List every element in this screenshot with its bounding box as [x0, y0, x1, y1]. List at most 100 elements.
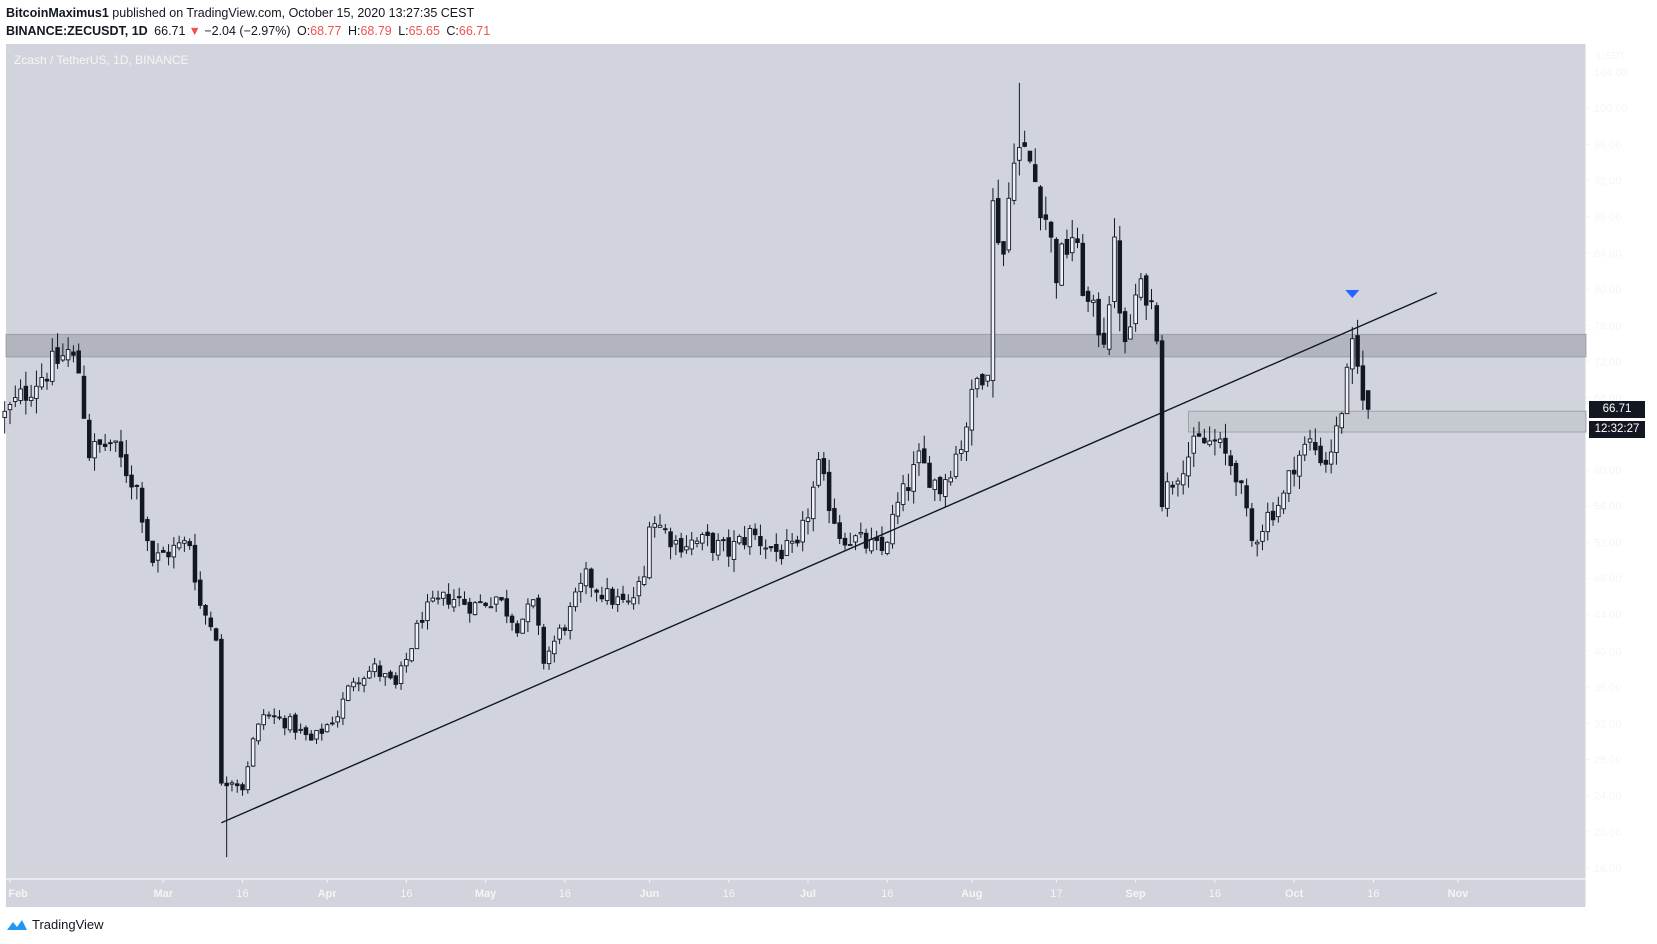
candle-down[interactable] — [1291, 469, 1297, 475]
candle-up[interactable] — [1302, 443, 1307, 456]
candle-down[interactable] — [1223, 437, 1228, 454]
candle-down[interactable] — [1096, 298, 1101, 336]
candle-up[interactable] — [1091, 299, 1096, 304]
candle-down[interactable] — [1154, 305, 1160, 342]
candle-up[interactable] — [943, 479, 948, 497]
candle-up[interactable] — [811, 486, 816, 520]
candle-up[interactable] — [60, 355, 66, 361]
candle-up[interactable] — [631, 597, 636, 605]
candle-down[interactable] — [1117, 240, 1123, 314]
candle-down[interactable] — [1270, 510, 1276, 521]
candle-up[interactable] — [520, 618, 525, 634]
candle-up[interactable] — [1265, 511, 1271, 533]
candle-down[interactable] — [1080, 242, 1086, 296]
candle-down[interactable] — [192, 544, 198, 583]
candle-down[interactable] — [879, 536, 885, 551]
candle-up[interactable] — [1133, 294, 1138, 325]
candle-down[interactable] — [1318, 445, 1323, 464]
candle-up[interactable] — [731, 541, 737, 560]
candle-down[interactable] — [118, 441, 124, 458]
candle-down[interactable] — [23, 385, 29, 401]
candle-down[interactable] — [129, 474, 134, 488]
candle-down[interactable] — [668, 531, 673, 548]
candle-down[interactable] — [1170, 484, 1175, 488]
candle-up[interactable] — [335, 716, 340, 723]
candle-up[interactable] — [50, 350, 55, 382]
candle-up[interactable] — [229, 782, 235, 785]
candle-up[interactable] — [700, 534, 705, 544]
candle-down[interactable] — [1239, 480, 1244, 484]
candle-down[interactable] — [536, 597, 541, 626]
candle-up[interactable] — [1276, 504, 1281, 518]
candle-up[interactable] — [969, 388, 975, 431]
candle-up[interactable] — [1328, 451, 1334, 465]
candle-down[interactable] — [1043, 214, 1049, 220]
candle-up[interactable] — [784, 540, 790, 556]
candle-down[interactable] — [1027, 150, 1033, 162]
candle-up[interactable] — [557, 627, 562, 640]
candle-up[interactable] — [361, 678, 367, 686]
candle-up[interactable] — [1112, 236, 1117, 302]
candle-up[interactable] — [657, 524, 663, 528]
candle-down[interactable] — [166, 551, 171, 558]
candle-down[interactable] — [774, 543, 779, 552]
candle-down[interactable] — [710, 532, 716, 553]
candle-up[interactable] — [287, 716, 293, 731]
candle-up[interactable] — [546, 650, 552, 665]
candle-up[interactable] — [737, 535, 742, 544]
candle-up[interactable] — [1128, 326, 1133, 340]
candle-up[interactable] — [398, 665, 404, 684]
candle-down[interactable] — [134, 485, 140, 487]
candle-up[interactable] — [1281, 492, 1286, 510]
candle-down[interactable] — [187, 541, 192, 547]
candle-down[interactable] — [393, 675, 399, 685]
candle-up[interactable] — [298, 728, 303, 731]
candle-down[interactable] — [1228, 455, 1234, 467]
candle-up[interactable] — [65, 349, 71, 361]
candle-up[interactable] — [478, 601, 483, 604]
candle-down[interactable] — [826, 471, 832, 512]
candle-down[interactable] — [456, 596, 462, 599]
candle-up[interactable] — [885, 541, 890, 554]
candle-up[interactable] — [615, 596, 620, 606]
candle-down[interactable] — [1313, 442, 1318, 451]
candle-down[interactable] — [1202, 437, 1207, 444]
candle-down[interactable] — [308, 733, 314, 741]
candle-down[interactable] — [203, 605, 208, 616]
candle-down[interactable] — [71, 351, 76, 356]
candle-up[interactable] — [567, 606, 573, 631]
candle-up[interactable] — [340, 698, 346, 719]
candle-up[interactable] — [1334, 425, 1339, 453]
candle-down[interactable] — [330, 722, 335, 725]
candle-down[interactable] — [197, 579, 203, 606]
candle-up[interactable] — [789, 540, 795, 544]
candle-up[interactable] — [895, 501, 901, 517]
candle-up[interactable] — [1059, 243, 1064, 286]
candle-up[interactable] — [155, 552, 161, 561]
candle-up[interactable] — [1297, 454, 1302, 477]
candle-up[interactable] — [932, 479, 938, 490]
candle-down[interactable] — [663, 528, 668, 531]
candle-up[interactable] — [372, 663, 377, 673]
candle-down[interactable] — [541, 626, 547, 664]
candle-up[interactable] — [409, 648, 414, 662]
candle-up[interactable] — [573, 591, 578, 608]
candle-up[interactable] — [256, 723, 261, 742]
candle-down[interactable] — [388, 671, 393, 679]
candle-down[interactable] — [752, 528, 758, 536]
candle-up[interactable] — [13, 397, 18, 402]
candle-up[interactable] — [1191, 435, 1197, 454]
candle-up[interactable] — [958, 449, 964, 454]
candle-down[interactable] — [921, 448, 927, 464]
candle-down[interactable] — [467, 601, 473, 614]
candle-down[interactable] — [161, 549, 166, 553]
candle-up[interactable] — [92, 441, 97, 459]
candle-down[interactable] — [1365, 390, 1371, 410]
candle-down[interactable] — [1212, 439, 1218, 442]
candle-up[interactable] — [916, 450, 922, 464]
candle-up[interactable] — [578, 582, 583, 593]
candle-down[interactable] — [509, 615, 515, 623]
candle-down[interactable] — [1249, 508, 1255, 541]
candle-up[interactable] — [1350, 338, 1355, 370]
